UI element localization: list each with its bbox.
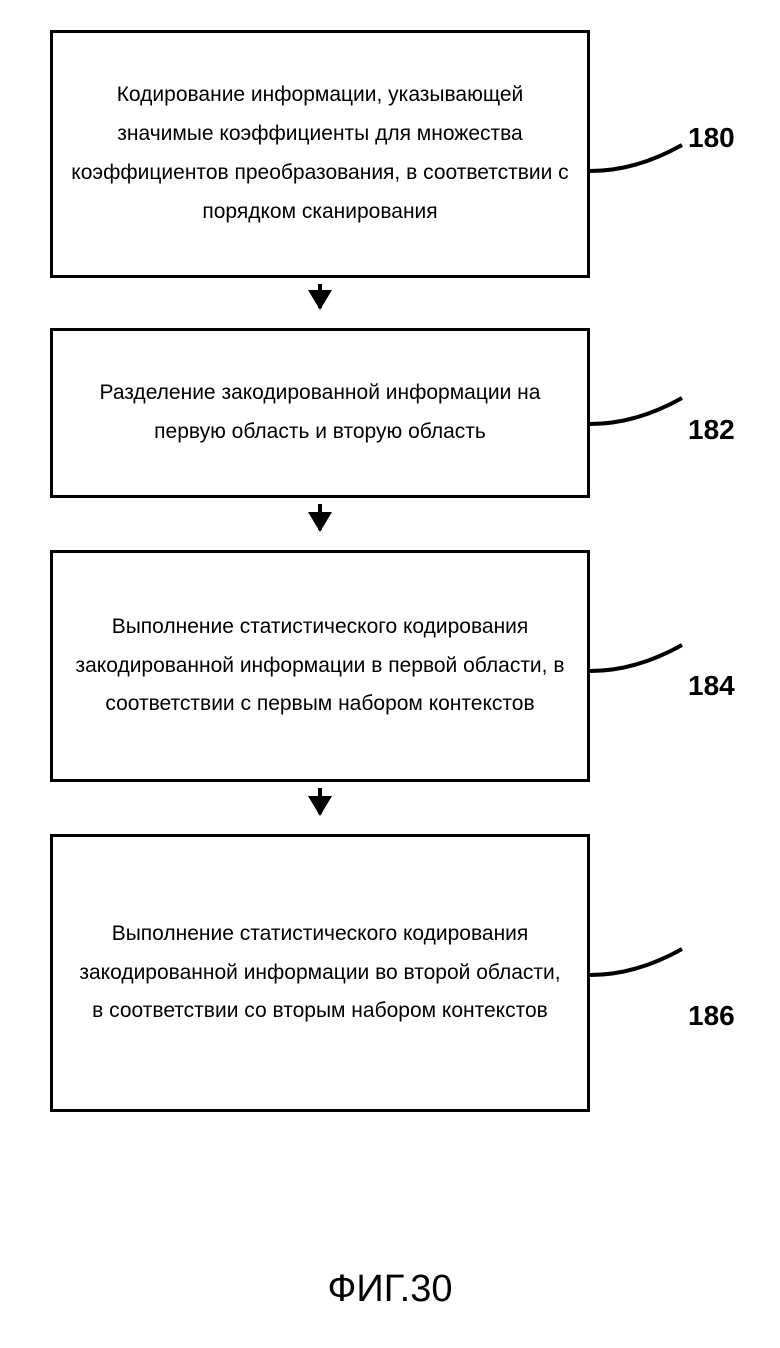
step-180-box: Кодирование информации, указывающей знач… [50, 30, 590, 278]
step-182-label: 182 [688, 414, 735, 446]
step-180-arrow [50, 278, 590, 328]
step-180-label: 180 [688, 122, 735, 154]
step-184-arrow [50, 782, 590, 834]
step-182-leader [590, 390, 686, 430]
figure-caption: ФИГ.30 [0, 1268, 780, 1311]
step-180-leader [590, 137, 686, 177]
step-182-box: Разделение закодированной информации на … [50, 328, 590, 498]
step-180-text: Кодирование информации, указывающей знач… [71, 76, 569, 231]
step-184-box: Выполнение статистического кодирования з… [50, 550, 590, 782]
step-182-arrow [50, 498, 590, 550]
step-184-leader [590, 637, 686, 677]
step-186-box: Выполнение статистического кодирования з… [50, 834, 590, 1112]
step-182-text: Разделение закодированной информации на … [71, 374, 569, 452]
step-184-label: 184 [688, 670, 735, 702]
step-186-text: Выполнение статистического кодирования з… [71, 915, 569, 1032]
step-186-leader [590, 941, 686, 981]
step-186-label: 186 [688, 1000, 735, 1032]
flowchart-container: Кодирование информации, указывающей знач… [50, 30, 590, 1112]
step-184-text: Выполнение статистического кодирования з… [71, 608, 569, 725]
